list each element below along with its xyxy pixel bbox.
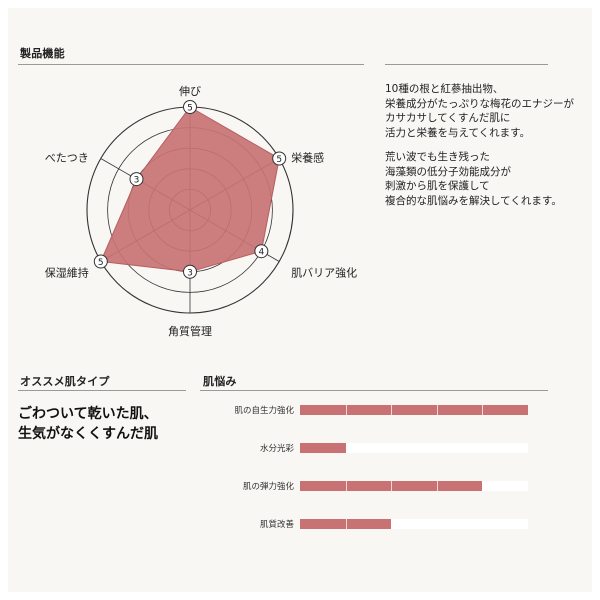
radar-axis-label: 保湿維持 <box>45 266 89 280</box>
radar-axis-label: 伸び <box>179 85 201 98</box>
radar-value-marker <box>129 172 144 187</box>
concern-bar-track <box>300 443 528 453</box>
concern-bar-track <box>300 405 528 415</box>
radar-value-marker <box>272 151 287 166</box>
concern-bar-track <box>300 481 528 491</box>
concern-bar-divider <box>482 405 484 415</box>
concern-bar-track <box>300 519 528 529</box>
section-title-skin-type: オススメ肌タイプ <box>20 375 110 388</box>
radar-value-label: 3 <box>134 176 140 186</box>
concern-bar-divider <box>436 481 438 491</box>
concern-bar-divider <box>345 405 347 415</box>
radar-series-area <box>100 106 280 273</box>
concern-label: 肌の弾力強化 <box>242 482 294 492</box>
concern-bar-divider <box>436 405 438 415</box>
product-description: 10種の根と紅蔘抽出物、 栄養成分がたっぷりな梅花のエナジーが カサカサしてくす… <box>385 82 585 218</box>
radar-axis-label: べたつき <box>45 152 89 165</box>
radar-axis-label: 栄養感 <box>291 151 324 165</box>
description-paragraph: 10種の根と紅蔘抽出物、 栄養成分がたっぷりな梅花のエナジーが カサカサしてくす… <box>385 83 574 139</box>
radar-value-marker <box>254 244 269 259</box>
section-divider <box>18 390 186 391</box>
concern-bar <box>300 405 528 415</box>
radar-value-label: 4 <box>258 248 264 258</box>
concern-bar-divider <box>345 519 347 529</box>
radar-value-label: 5 <box>98 258 104 268</box>
content-panel <box>8 8 592 592</box>
skin-type-copy: ごわついて乾いた肌、 生気がなくくすんだ肌 <box>18 406 158 442</box>
section-divider <box>385 64 548 65</box>
radar-value-label: 3 <box>187 268 193 278</box>
concern-bar-divider <box>391 481 393 491</box>
section-title-concerns: 肌悩み <box>203 375 237 388</box>
radar-value-label: 5 <box>187 104 193 114</box>
section-divider <box>18 64 364 65</box>
concern-label: 肌質改善 <box>259 520 294 530</box>
radar-value-label: 5 <box>276 155 282 165</box>
radar-axis-label: 肌バリア強化 <box>291 266 357 280</box>
concern-bar-divider <box>391 405 393 415</box>
concern-bar <box>300 443 346 453</box>
radar-value-marker <box>183 264 197 279</box>
concern-label: 水分光彩 <box>259 444 294 454</box>
section-divider <box>200 390 548 391</box>
concern-bar-divider <box>345 481 347 491</box>
description-paragraph: 荒い波でも生き残った 海藻類の低分子効能成分が 刺激から肌を保護して 複合的な肌… <box>385 151 562 207</box>
concern-label: 肌の自生力強化 <box>234 406 294 416</box>
radar-axis-label: 角質管理 <box>168 324 212 338</box>
section-title-product-function: 製品機能 <box>20 47 65 60</box>
radar-value-marker <box>183 100 197 114</box>
radar-value-marker <box>93 254 108 269</box>
